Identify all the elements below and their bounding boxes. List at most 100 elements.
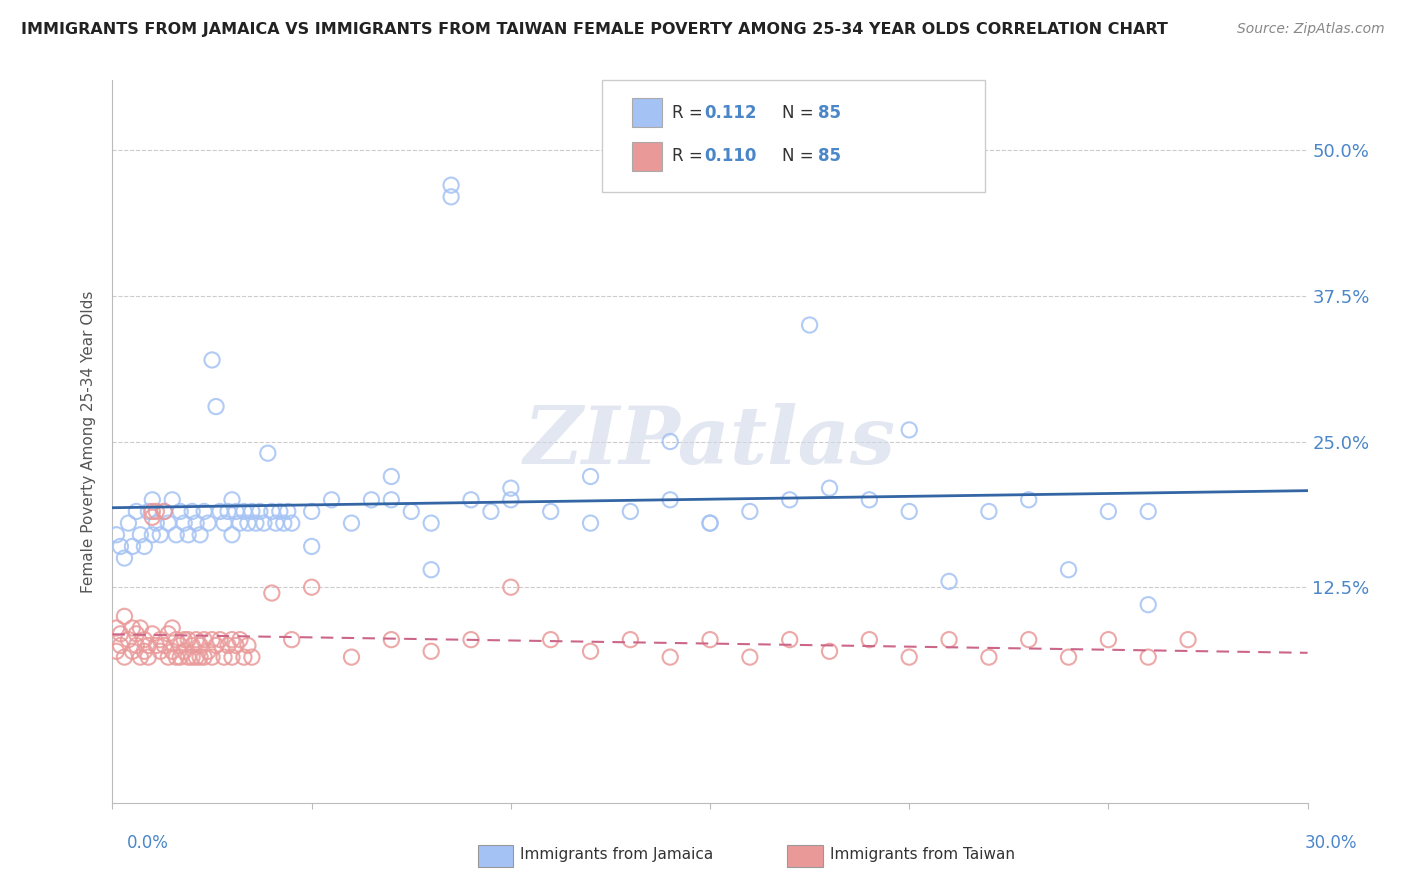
Point: [177, 632, 200, 647]
Point: [205, 639, 228, 653]
Point: [499, 492, 522, 507]
Point: [165, 632, 187, 647]
Point: [236, 516, 259, 530]
Point: [209, 632, 232, 647]
Point: [301, 540, 323, 554]
Point: [858, 492, 880, 507]
Point: [221, 650, 243, 665]
Point: [153, 504, 176, 518]
Point: [186, 650, 208, 665]
Point: [699, 632, 721, 647]
Point: [440, 178, 463, 193]
Point: [117, 632, 139, 647]
Point: [938, 632, 960, 647]
Point: [420, 644, 443, 658]
Point: [229, 632, 252, 647]
Point: [181, 650, 204, 665]
Point: [499, 481, 522, 495]
Point: [217, 639, 239, 653]
Point: [579, 516, 602, 530]
Point: [145, 504, 167, 518]
Point: [1137, 504, 1160, 518]
Point: [110, 540, 132, 554]
Point: [110, 627, 132, 641]
Text: ZIPatlas: ZIPatlas: [524, 403, 896, 480]
Point: [105, 528, 128, 542]
Point: [153, 639, 176, 653]
Point: [579, 644, 602, 658]
Point: [186, 516, 208, 530]
Point: [221, 492, 243, 507]
Point: [188, 639, 211, 653]
Point: [181, 639, 204, 653]
FancyBboxPatch shape: [603, 80, 986, 193]
Point: [977, 504, 1000, 518]
Point: [201, 632, 224, 647]
Point: [240, 504, 263, 518]
Point: [145, 639, 167, 653]
Text: Immigrants from Taiwan: Immigrants from Taiwan: [830, 847, 1015, 862]
Y-axis label: Female Poverty Among 25-34 Year Olds: Female Poverty Among 25-34 Year Olds: [82, 291, 97, 592]
Point: [114, 609, 135, 624]
Point: [134, 644, 156, 658]
Point: [281, 516, 304, 530]
Point: [138, 650, 160, 665]
Point: [460, 492, 482, 507]
Point: [134, 540, 156, 554]
Point: [1097, 504, 1119, 518]
Point: [898, 650, 921, 665]
Point: [165, 528, 187, 542]
Point: [181, 504, 204, 518]
Point: [173, 644, 195, 658]
Point: [1137, 598, 1160, 612]
Point: [440, 190, 463, 204]
Point: [260, 586, 283, 600]
Point: [153, 504, 176, 518]
Point: [209, 504, 232, 518]
Point: [233, 650, 256, 665]
Point: [105, 621, 128, 635]
Point: [240, 650, 263, 665]
Point: [1018, 492, 1040, 507]
Point: [1097, 632, 1119, 647]
Point: [141, 528, 163, 542]
Point: [225, 504, 247, 518]
Bar: [633, 142, 662, 170]
Text: 0.0%: 0.0%: [127, 834, 169, 852]
Point: [173, 516, 195, 530]
Point: [157, 650, 180, 665]
Point: [221, 632, 243, 647]
Point: [1018, 632, 1040, 647]
Point: [110, 639, 132, 653]
Text: 85: 85: [818, 147, 841, 165]
Point: [818, 481, 841, 495]
Point: [380, 469, 402, 483]
Point: [281, 632, 304, 647]
Point: [129, 621, 152, 635]
Point: [659, 492, 682, 507]
Point: [420, 563, 443, 577]
Point: [114, 551, 135, 566]
Point: [340, 650, 363, 665]
Point: [1057, 563, 1080, 577]
Point: [619, 504, 641, 518]
Point: [779, 632, 801, 647]
Point: [141, 504, 163, 518]
Point: [217, 504, 239, 518]
Text: IMMIGRANTS FROM JAMAICA VS IMMIGRANTS FROM TAIWAN FEMALE POVERTY AMONG 25-34 YEA: IMMIGRANTS FROM JAMAICA VS IMMIGRANTS FR…: [21, 22, 1168, 37]
Point: [257, 446, 280, 460]
Point: [380, 492, 402, 507]
Point: [360, 492, 382, 507]
Point: [212, 650, 235, 665]
Point: [121, 540, 143, 554]
Point: [141, 510, 163, 524]
Point: [540, 504, 562, 518]
Text: R =: R =: [672, 147, 707, 165]
Point: [134, 632, 156, 647]
Point: [149, 644, 172, 658]
Point: [125, 639, 148, 653]
Point: [125, 504, 148, 518]
Point: [149, 632, 172, 647]
Text: N =: N =: [782, 147, 818, 165]
Point: [162, 621, 183, 635]
